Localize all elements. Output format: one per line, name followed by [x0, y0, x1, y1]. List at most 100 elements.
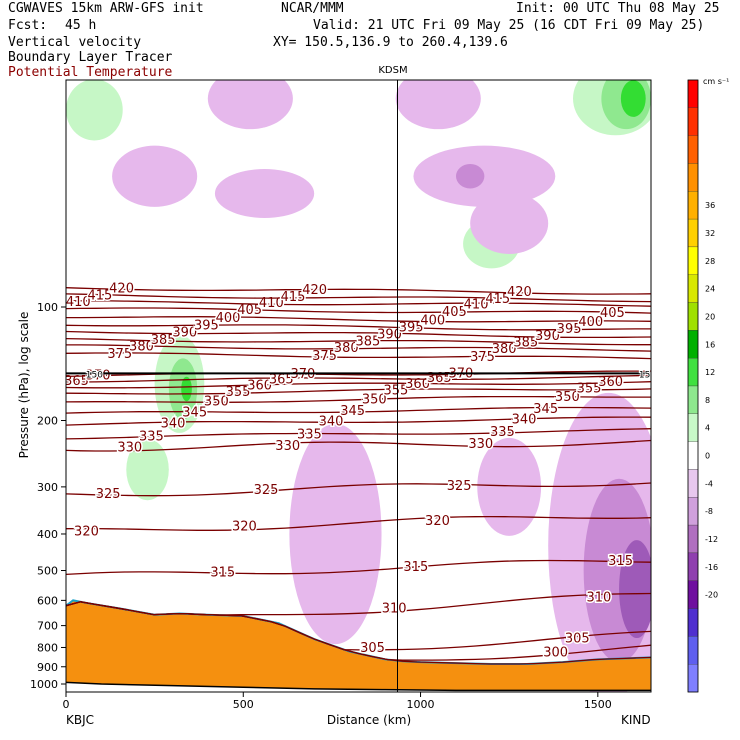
theta-label: 360 — [405, 377, 430, 392]
colorbar-label: 24 — [705, 285, 715, 294]
theta-label: 315 — [210, 566, 235, 581]
theta-label: 345 — [182, 405, 207, 420]
theta-contour-410 — [66, 300, 651, 307]
theta-label: 325 — [447, 479, 472, 494]
x-tick-label: 500 — [233, 698, 254, 711]
velocity-blob — [126, 439, 169, 501]
colorbar-swatch — [687, 608, 699, 637]
theta-contour-325 — [66, 482, 651, 497]
colorbar-swatch — [687, 274, 699, 303]
theta-contour-375 — [66, 352, 651, 360]
theta-contour-380 — [66, 344, 651, 352]
theta-contour-365 — [66, 374, 651, 383]
theta-contour-315 — [66, 559, 651, 576]
theta-label: 320 — [74, 524, 99, 539]
theta-label: 340 — [319, 415, 344, 430]
theta-label: 370 — [86, 368, 111, 383]
theta-label: 410 — [259, 296, 284, 311]
y-axis-label: Pressure (hPa), log scale — [17, 312, 31, 459]
y-tick-label: 900 — [37, 661, 58, 674]
y-tick-label: 500 — [37, 565, 58, 578]
theta-label: 420 — [302, 283, 327, 298]
x-axis-label: Distance (km) — [327, 713, 411, 727]
colorbar-unit: cm s⁻¹ — [703, 77, 729, 86]
theta-label: 355 — [577, 382, 602, 397]
theta-contour-360 — [66, 381, 651, 389]
theta-label: 355 — [384, 384, 409, 399]
theta-label: 410 — [464, 297, 489, 312]
theta-label: 325 — [254, 483, 279, 498]
colorbar-label: -12 — [705, 535, 718, 544]
colorbar-label: -20 — [705, 591, 718, 600]
header-fcst-label: Fcst: — [8, 18, 48, 33]
theta-label: 390 — [377, 327, 402, 342]
header-valid: Valid: 21 UTC Fri 09 May 25 (16 CDT Fri … — [313, 18, 705, 33]
x-right-endpoint: KIND — [621, 713, 651, 727]
theta-label: 370 — [291, 367, 316, 382]
theta-label: 360 — [598, 375, 623, 390]
colorbar-frame — [687, 79, 699, 693]
colorbar-label: -16 — [705, 563, 718, 572]
y-tick-label: 300 — [37, 481, 58, 494]
theta-label: 405 — [237, 303, 262, 318]
colorbar-swatch — [687, 135, 699, 164]
y-tick-label: 700 — [37, 620, 58, 633]
theta-label: 330 — [117, 441, 142, 456]
theta-label: 325 — [96, 487, 121, 502]
velocity-blob — [181, 376, 192, 402]
theta-label: 400 — [216, 311, 241, 326]
velocity-blob — [477, 437, 542, 536]
theta-contour-340 — [66, 416, 651, 426]
velocity-blob — [214, 169, 315, 218]
theta-contour-310 — [66, 592, 651, 616]
theta-label: 315 — [608, 554, 633, 569]
theta-label: 385 — [151, 333, 176, 348]
theta-label: 385 — [355, 335, 380, 350]
station-label: KDSM — [378, 65, 407, 76]
theta-label: 395 — [399, 320, 424, 335]
theta-label: 420 — [507, 285, 532, 300]
theta-label: 420 — [109, 281, 134, 296]
theta-contour-345 — [66, 406, 651, 414]
colorbar-swatch — [687, 218, 699, 248]
theta-label: 415 — [485, 292, 510, 307]
theta-label: 385 — [513, 336, 538, 351]
theta-label: 400 — [420, 313, 445, 328]
theta-label: 405 — [600, 306, 625, 321]
tracer-label: 150 — [86, 370, 103, 380]
theta-contour-415 — [66, 293, 651, 303]
colorbar-swatch — [687, 469, 699, 498]
colorbar-swatch — [687, 79, 699, 108]
colorbar-label: 8 — [705, 396, 710, 405]
theta-label: 335 — [490, 425, 515, 440]
theta-contour-350 — [66, 395, 651, 403]
y-tick-label: 400 — [37, 528, 58, 541]
theta-label: 390 — [172, 325, 197, 340]
colorbar-swatch — [687, 358, 699, 387]
theta-label: 340 — [161, 416, 186, 431]
y-tick-label: 1000 — [30, 678, 58, 691]
theta-label: 405 — [442, 305, 467, 320]
surface-line — [66, 681, 651, 692]
colorbar-swatch — [687, 524, 699, 554]
y-tick-label: 200 — [37, 414, 58, 427]
theta-label: 380 — [129, 340, 154, 355]
velocity-blob — [112, 145, 198, 207]
theta-label: 320 — [425, 514, 450, 529]
colorbar-swatch — [687, 107, 699, 136]
theta-contour-335 — [66, 428, 651, 440]
colorbar-swatch — [687, 413, 699, 442]
header-field3: Potential Temperature — [8, 65, 173, 80]
theta-label: 380 — [334, 341, 359, 356]
header-org: NCAR/MMM — [281, 1, 344, 16]
colorbar-label: 28 — [705, 257, 715, 266]
colorbar-label: -4 — [705, 479, 713, 488]
x-tick-label: 1000 — [407, 698, 435, 711]
colorbar-label: 20 — [705, 312, 715, 321]
colorbar-swatch — [687, 191, 699, 220]
theta-label: 350 — [204, 394, 229, 409]
theta-label: 330 — [275, 439, 300, 454]
theta-label: 375 — [470, 350, 495, 365]
theta-label: 410 — [66, 295, 91, 310]
velocity-blob — [289, 423, 382, 645]
